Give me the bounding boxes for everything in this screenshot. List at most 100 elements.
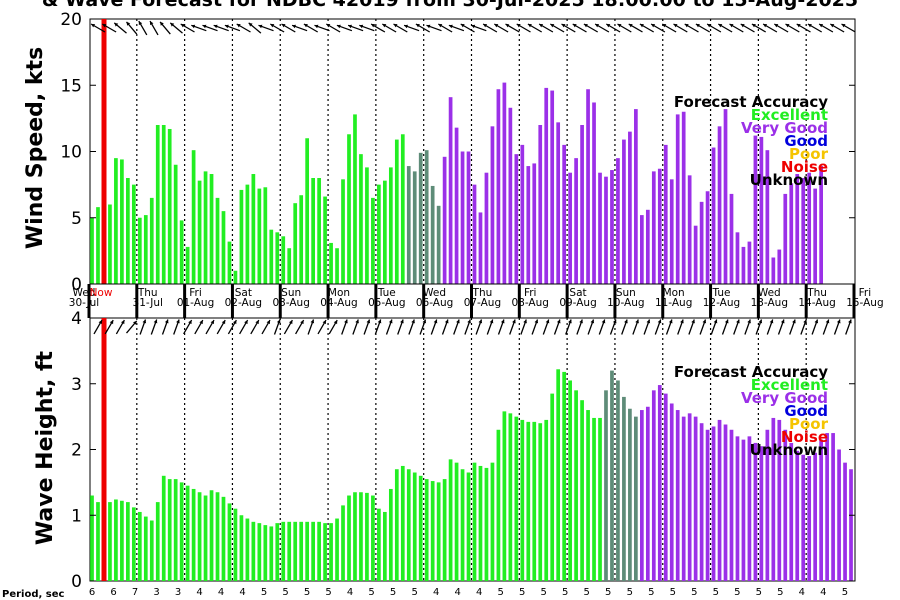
wind-bar [520,144,525,285]
period-value: 5 [713,587,719,598]
wave-bar [574,390,578,581]
wave-bar [604,390,608,581]
wave-bar [173,479,178,581]
wind-direction-arrow [807,23,823,33]
wind-direction-arrow [538,23,554,33]
wave-direction-arrow [822,319,830,335]
wind-bar [681,111,686,284]
wind-direction-arrow [740,23,755,33]
wave-bar [203,495,208,581]
wind-direction-arrow [448,24,465,32]
period-value: 5 [304,587,310,598]
period-value: 5 [562,587,568,598]
wave-bar [819,439,823,581]
wind-bar [741,246,746,284]
wind-bar [114,158,118,285]
period-value: 4 [476,587,482,598]
wave-bar [383,511,387,581]
wave-direction-arrow [811,319,819,335]
wave-bar [179,482,184,582]
wind-bar [394,139,399,284]
wave-direction-arrow [665,319,673,335]
wave-direction-arrow [227,319,237,335]
wind-bar [651,171,656,285]
wave-bar [693,416,698,582]
wind-bar [90,217,94,284]
period-value: 3 [175,587,181,598]
wave-bar [550,393,555,581]
wave-direction-arrow [845,319,852,335]
wind-bar [711,147,716,284]
wave-bar [305,521,310,581]
wind-bar [120,159,124,284]
wave-bar [675,410,680,581]
wind-bar [717,126,722,284]
wave-bar [155,502,160,581]
wave-bar [496,429,501,581]
wind-bar [699,201,704,284]
period-value: 4 [218,587,224,598]
wind-bar [155,125,160,284]
date-label: 31-Jul [133,297,163,309]
wave-direction-arrow [328,319,338,335]
wave-bar [424,479,429,581]
wave-direction-arrow [307,319,315,335]
wave-y-tick-label: 1 [71,506,82,526]
wave-bar [783,429,788,581]
day-of-week-label: Thu [137,287,158,299]
wind-bar [765,150,770,284]
wind-bar [281,236,286,284]
wind-bar [365,167,369,284]
wave-bar [317,521,321,581]
now-label: Now [90,287,113,299]
period-value: 5 [734,587,740,598]
period-value: 4 [239,587,245,598]
wind-bar [568,172,572,284]
wave-bar [729,429,734,581]
wind-direction-arrow [729,23,744,33]
wave-bar [245,518,250,581]
period-value: 5 [498,587,504,598]
wind-direction-arrow [180,23,195,33]
wave-bar [197,492,202,581]
wave-bar [329,523,333,581]
wind-direction-arrow [549,23,565,33]
wave-bar [161,475,166,581]
wave-bar [556,369,561,581]
wind-direction-arrow [281,23,296,33]
period-value: 7 [132,587,138,598]
wave-bar [789,442,794,581]
day-of-week-label: Thu [472,287,493,299]
wave-bar [126,502,130,581]
wind-bar [550,90,555,284]
wind-bar [484,172,489,284]
day-of-week-label: Thu [806,287,827,299]
wind-bar [299,195,304,284]
wave-direction-arrow [699,319,707,335]
wave-y-axis-label: Wave Height, ft [33,350,58,545]
period-value: 4 [433,587,439,598]
period-value: 5 [325,587,331,598]
wave-direction-arrow [408,319,415,335]
wave-bar [777,419,782,581]
wind-bar [388,167,393,284]
wind-bar [687,175,692,284]
wind-bar [544,87,549,285]
wave-bar [825,433,829,581]
wave-bar [765,429,770,581]
wind-bar [430,185,435,284]
wind-bar [353,114,357,285]
wave-bar [753,442,758,581]
wave-y-tick-label: 2 [71,441,82,461]
wind-bar [747,241,752,284]
wave-bar [622,396,626,581]
wave-bar [508,413,513,581]
day-of-week-label: Wed [73,287,96,299]
wave-bar [795,450,800,581]
wind-bar [705,191,710,284]
wave-bar [490,462,495,581]
wind-bar [227,241,232,284]
wind-direction-arrow [829,23,845,33]
